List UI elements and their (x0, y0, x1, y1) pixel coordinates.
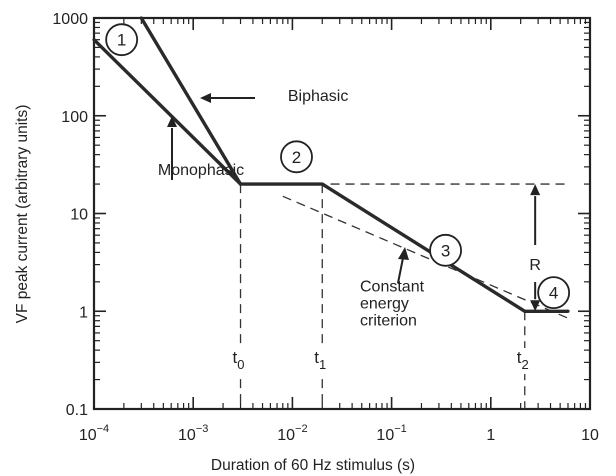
constant-energy-line (282, 195, 569, 319)
arrow-head (530, 300, 541, 312)
region-circle (280, 140, 313, 174)
data-point (238, 182, 243, 186)
y-axis-label: VF peak current (arbitrary units) (14, 105, 31, 324)
region-number: 2 (292, 148, 301, 167)
data-point (566, 309, 570, 313)
annotation-label: criterion (360, 313, 417, 330)
data-point (523, 309, 527, 313)
region-circle (537, 276, 571, 310)
data-point (92, 38, 96, 42)
x-axis-label: Duration of 60 Hz stimulus (s) (211, 457, 415, 474)
x-tick-base: 10 (376, 427, 394, 444)
constant-energy-arrow (397, 257, 404, 284)
time-marker-base: t (314, 348, 319, 367)
time-marker-label: t0 (233, 348, 245, 372)
x-tick-label: 10−2 (277, 423, 307, 444)
range-label: R (529, 257, 541, 274)
x-tick-exponent: −1 (394, 423, 407, 435)
time-marker-subscript: 0 (237, 357, 244, 372)
time-marker-label-bg (229, 348, 256, 374)
arrow-head (167, 116, 177, 127)
x-tick-label: 10−1 (376, 423, 406, 444)
x-tick-base: 10 (277, 427, 295, 444)
annotation-label: Monophasic (158, 162, 244, 179)
region-number: 4 (549, 284, 558, 303)
y-tick-label: 1000 (52, 11, 88, 28)
annotation-label: Constant (360, 278, 425, 295)
y-tick-label: 1 (79, 304, 88, 321)
x-tick-label: 10−3 (178, 423, 208, 444)
x-tick-base: 1 (486, 427, 495, 444)
time-marker-base: t (517, 348, 522, 367)
x-tick-label: 1 (486, 427, 495, 444)
x-tick-exponent: −3 (196, 423, 209, 435)
annotation-label: Biphasic (288, 88, 348, 105)
arrow-head (200, 93, 211, 103)
time-marker-label-bg (513, 348, 540, 374)
arrow-head (398, 247, 409, 260)
x-tick-exponent: −2 (295, 423, 308, 435)
x-tick-exponent: −4 (97, 423, 110, 435)
time-marker-label-bg (311, 348, 338, 374)
arrow-head (530, 184, 541, 196)
region-circle (105, 23, 139, 57)
y-tick-label: 10 (70, 207, 88, 224)
time-marker-subscript: 1 (319, 357, 326, 372)
region-circle (429, 233, 462, 267)
time-marker-base: t (233, 348, 238, 367)
x-tick-label: 10−4 (79, 423, 109, 444)
region-number: 1 (117, 31, 126, 50)
annotation-label: energy (360, 296, 409, 313)
time-marker-label: t2 (517, 348, 529, 372)
time-marker-label: t1 (314, 348, 326, 372)
data-point (139, 16, 143, 20)
data-point (320, 182, 324, 186)
x-tick-label: 10 (581, 427, 599, 444)
x-tick-base: 10 (79, 427, 97, 444)
time-marker-subscript: 2 (522, 357, 529, 372)
series-line-biphasic (139, 17, 242, 185)
x-tick-base: 10 (581, 427, 599, 444)
y-tick-label: 100 (61, 109, 88, 126)
region-number: 3 (441, 241, 450, 260)
y-tick-label: 0.1 (66, 402, 88, 419)
x-tick-base: 10 (178, 427, 196, 444)
